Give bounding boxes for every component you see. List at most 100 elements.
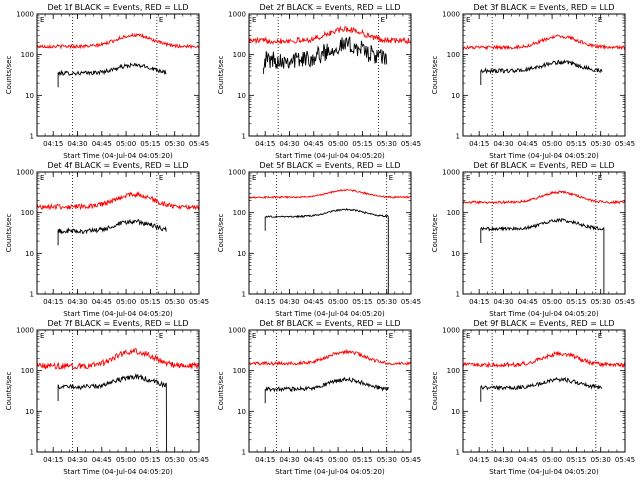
x-tick-label: 05:15 — [352, 298, 372, 306]
y-axis-label: Counts/sec — [431, 56, 439, 95]
event-marker-label: E — [466, 332, 470, 340]
x-tick-label: 04:30 — [279, 298, 299, 306]
y-axis-label: Counts/sec — [217, 372, 225, 411]
events-series-line — [57, 62, 167, 88]
x-axis-label: Start Time (04-Jul-04 04:05:20) — [275, 468, 385, 476]
x-tick-label: 05:30 — [377, 140, 397, 148]
lld-series-line — [36, 32, 200, 50]
event-marker-label: E — [40, 174, 44, 182]
x-tick-label: 05:30 — [591, 298, 611, 306]
x-tick-label: 05:00 — [542, 140, 562, 148]
x-tick-label: 04:45 — [518, 140, 538, 148]
x-tick-label: 04:30 — [493, 140, 513, 148]
panel-2: Det 2f BLACK = Events, RED = LLD Counts/s… — [217, 3, 421, 160]
event-marker-label: E — [40, 332, 44, 340]
x-tick-label: 05:00 — [116, 298, 136, 306]
y-tick-label: 10 — [237, 408, 246, 416]
x-tick-label: 05:00 — [328, 140, 348, 148]
events-series-line — [57, 218, 167, 246]
y-tick-label: 10 — [451, 92, 460, 100]
y-tick-label: 100 — [21, 51, 34, 59]
x-tick-label: 05:45 — [401, 298, 421, 306]
y-tick-label: 10 — [237, 92, 246, 100]
plot-frame — [36, 329, 200, 453]
y-tick-label: 1000 — [442, 11, 460, 19]
x-tick-label: 05:45 — [189, 298, 209, 306]
panel-title: Det 8f BLACK = Events, RED = LLD — [259, 319, 400, 328]
event-marker-label: E — [598, 174, 602, 182]
plot-frame — [36, 171, 200, 295]
panel-5: Det 5f BLACK = Events, RED = LLD Counts/s… — [217, 161, 421, 318]
y-tick-label: 10 — [451, 250, 460, 258]
x-tick-label: 04:45 — [92, 456, 112, 464]
x-tick-label: 05:00 — [542, 298, 562, 306]
panel-1: Det 1f BLACK = Events, RED = LLD Counts/s… — [5, 3, 209, 160]
x-tick-label: 05:00 — [116, 140, 136, 148]
x-tick-label: 05:45 — [615, 298, 635, 306]
x-axis-label: Start Time (04-Jul-04 04:05:20) — [63, 152, 173, 160]
x-tick-label: 05:15 — [140, 298, 160, 306]
lld-series-line — [462, 190, 626, 205]
panel-3: Det 3f BLACK = Events, RED = LLD Counts/s… — [431, 3, 635, 160]
y-tick-label: 1 — [456, 133, 460, 141]
x-tick-label: 05:45 — [401, 140, 421, 148]
events-series-line — [263, 36, 388, 74]
y-tick-label: 1000 — [442, 169, 460, 177]
panel-7: Det 7f BLACK = Events, RED = LLD Counts/s… — [5, 319, 209, 476]
x-tick-label: 05:30 — [377, 298, 397, 306]
event-marker-label: E — [598, 332, 602, 340]
event-marker-label: E — [40, 16, 44, 24]
x-tick-label: 04:30 — [493, 298, 513, 306]
y-axis-label: Counts/sec — [217, 56, 225, 95]
x-tick-label: 04:15 — [469, 456, 489, 464]
x-tick-label: 04:15 — [43, 298, 63, 306]
y-axis-label: Counts/sec — [5, 214, 13, 253]
y-tick-label: 10 — [25, 92, 34, 100]
x-tick-label: 05:00 — [542, 456, 562, 464]
lld-series-line — [37, 190, 200, 211]
y-tick-label: 1000 — [442, 327, 460, 335]
event-marker-label: E — [389, 332, 393, 340]
event-marker-label: E — [252, 16, 256, 24]
y-tick-label: 1 — [456, 291, 460, 299]
event-marker-label: E — [159, 332, 163, 340]
y-tick-label: 10 — [25, 250, 34, 258]
plot-frame — [36, 13, 200, 137]
x-tick-label: 05:15 — [352, 140, 372, 148]
x-tick-label: 05:30 — [165, 456, 185, 464]
event-marker-label: E — [252, 332, 256, 340]
event-marker-label: E — [466, 174, 470, 182]
panel-title: Det 4f BLACK = Events, RED = LLD — [47, 161, 188, 170]
y-tick-label: 100 — [233, 209, 246, 217]
event-marker-label: E — [159, 174, 163, 182]
y-tick-label: 100 — [447, 51, 460, 59]
x-tick-label: 05:30 — [377, 456, 397, 464]
x-tick-label: 04:15 — [43, 140, 63, 148]
panel-title: Det 2f BLACK = Events, RED = LLD — [259, 3, 400, 12]
x-tick-label: 04:45 — [304, 456, 324, 464]
y-tick-label: 1 — [242, 449, 246, 457]
x-tick-label: 04:15 — [469, 140, 489, 148]
panel-title: Det 6f BLACK = Events, RED = LLD — [473, 161, 614, 170]
x-tick-label: 04:45 — [92, 140, 112, 148]
x-tick-label: 05:30 — [165, 140, 185, 148]
events-series-line — [480, 218, 605, 294]
events-series-line — [480, 376, 603, 402]
x-tick-label: 05:00 — [116, 456, 136, 464]
y-tick-label: 1000 — [16, 169, 34, 177]
x-tick-label: 05:00 — [328, 298, 348, 306]
y-tick-label: 100 — [447, 209, 460, 217]
panel-title: Det 1f BLACK = Events, RED = LLD — [47, 3, 188, 12]
event-marker-label: E — [159, 16, 163, 24]
panel-4: Det 4f BLACK = Events, RED = LLD Counts/s… — [5, 161, 209, 318]
y-tick-label: 1 — [242, 291, 246, 299]
x-tick-label: 04:30 — [67, 140, 87, 148]
x-tick-label: 04:45 — [304, 140, 324, 148]
x-tick-label: 05:45 — [189, 456, 209, 464]
lld-series-line — [248, 188, 411, 200]
x-tick-label: 04:30 — [67, 456, 87, 464]
y-axis-label: Counts/sec — [5, 372, 13, 411]
event-marker-label: E — [389, 174, 393, 182]
y-axis-label: Counts/sec — [217, 214, 225, 253]
y-tick-label: 1000 — [228, 327, 246, 335]
